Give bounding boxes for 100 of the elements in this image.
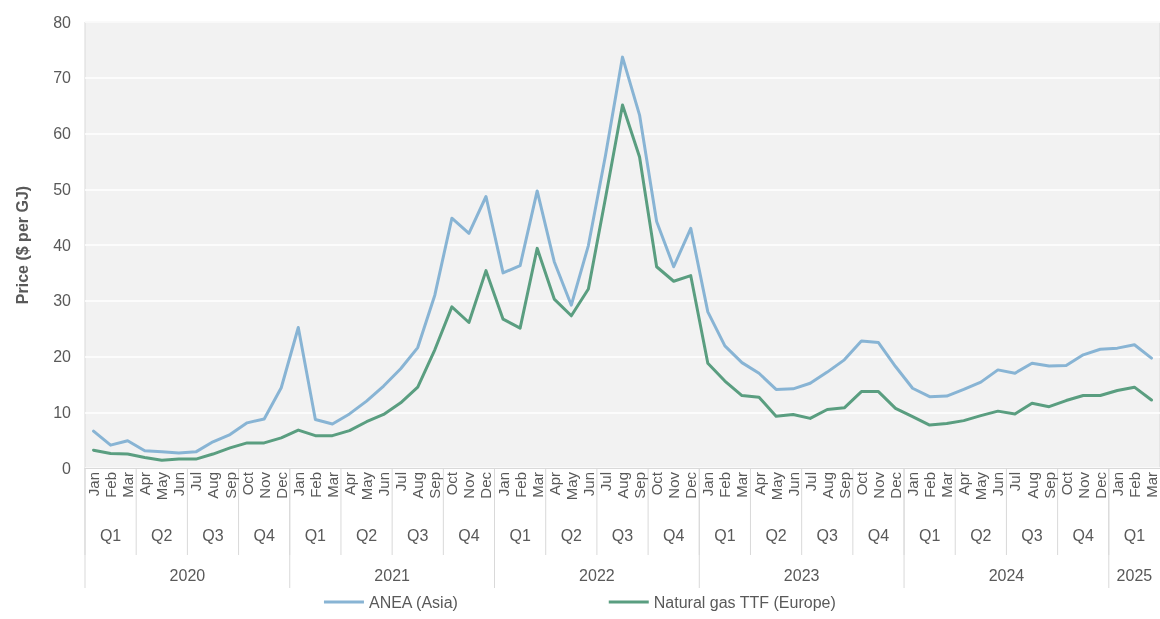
- legend-label: Natural gas TTF (Europe): [653, 593, 836, 611]
- x-tick-label: May: [153, 471, 171, 501]
- text: Q1: [509, 526, 531, 544]
- y-tick-label: 30: [53, 292, 72, 310]
- text: Q3: [611, 526, 634, 544]
- text: 2020: [169, 566, 206, 584]
- y-tick-label: 10: [53, 403, 72, 421]
- x-tick-label: May: [972, 471, 990, 501]
- text: Q2: [765, 526, 787, 544]
- x-tick-label: Aug: [614, 472, 631, 499]
- x-tick-label: Jan: [1108, 472, 1126, 497]
- x-tick-label: Feb: [921, 472, 939, 498]
- x-tick-label: Jan: [904, 472, 922, 497]
- text: Q1: [1123, 526, 1146, 544]
- x-tick-label: Dec: [682, 471, 700, 499]
- x-tick-label: Jul: [596, 472, 614, 492]
- x-tick-label: Apr: [545, 472, 563, 496]
- text: Q2: [151, 526, 173, 544]
- x-tick-label: Nov: [869, 471, 887, 499]
- y-tick-label: 50: [53, 180, 72, 198]
- text: Q3: [407, 526, 429, 544]
- x-tick-label: Jan: [699, 472, 717, 497]
- x-tick-label: Nov: [255, 471, 273, 499]
- x-tick-label: Mar: [323, 472, 341, 498]
- x-tick-label: Sep: [1040, 472, 1058, 499]
- text: 2025: [1116, 566, 1153, 584]
- x-tick-label: Apr: [750, 472, 768, 496]
- x-tick-label: May: [562, 471, 580, 501]
- x-tick-label: Jun: [579, 472, 597, 497]
- text: Q1: [714, 526, 736, 544]
- x-tick-label: Feb: [306, 472, 324, 498]
- legend-label: ANEA (Asia): [368, 593, 458, 611]
- x-tick-label: Jun: [784, 472, 802, 497]
- y-tick-label: 80: [53, 13, 72, 31]
- x-tick-label: Aug: [1023, 472, 1041, 499]
- x-tick-label: May: [358, 471, 376, 501]
- text: Q2: [970, 526, 992, 544]
- text: 2022: [579, 566, 615, 584]
- x-tick-label: Jul: [1006, 472, 1024, 492]
- x-tick-label: Nov: [665, 471, 683, 499]
- x-tick-label: Feb: [1125, 472, 1143, 498]
- x-tick-label: Feb: [511, 472, 529, 498]
- text: Q1: [304, 526, 327, 544]
- x-tick-label: Sep: [835, 472, 853, 499]
- text: 2024: [988, 566, 1025, 584]
- x-tick-label: Jan: [494, 472, 512, 497]
- x-tick-label: Apr: [955, 472, 973, 496]
- x-tick-label: Aug: [818, 472, 836, 499]
- y-tick-label: 60: [53, 125, 72, 142]
- x-tick-label: Jul: [187, 472, 205, 492]
- x-tick-label: Jan: [289, 472, 307, 497]
- x-tick-label: Sep: [426, 472, 444, 499]
- text: Q4: [1072, 526, 1094, 544]
- y-tick-label: 20: [53, 348, 72, 365]
- x-tick-label: Jun: [375, 472, 393, 497]
- y-tick-label: 70: [53, 69, 72, 87]
- x-tick-label: Feb: [102, 472, 120, 498]
- x-tick-label: Oct: [443, 471, 461, 496]
- text: Q3: [202, 526, 224, 544]
- text: 2023: [783, 566, 820, 584]
- y-tick-label: 0: [62, 459, 72, 477]
- text: Q4: [663, 526, 685, 544]
- x-tick-label: Oct: [852, 471, 870, 496]
- text: Q4: [253, 526, 275, 544]
- x-tick-label: Mar: [938, 472, 956, 498]
- x-tick-label: Jun: [170, 472, 188, 497]
- x-tick-label: Aug: [204, 472, 222, 499]
- x-tick-label: Mar: [119, 472, 137, 498]
- x-tick-label: Nov: [460, 471, 478, 499]
- x-tick-label: Oct: [648, 471, 666, 496]
- x-tick-label: Jul: [392, 472, 410, 492]
- text: Q4: [458, 526, 480, 544]
- x-tick-label: Jan: [85, 472, 103, 497]
- x-tick-label: Oct: [238, 471, 256, 496]
- x-tick-label: Apr: [136, 472, 154, 496]
- x-tick-label: Dec: [272, 471, 290, 499]
- x-tick-label: Jul: [801, 472, 819, 492]
- x-tick-label: Oct: [1057, 471, 1075, 496]
- text: Q3: [1021, 526, 1043, 544]
- text: Q1: [918, 526, 941, 544]
- x-tick-label: Dec: [887, 471, 905, 499]
- x-tick-label: Sep: [221, 472, 239, 499]
- text: Q2: [355, 526, 378, 544]
- text: 2021: [374, 566, 411, 584]
- x-tick-label: Mar: [528, 472, 546, 498]
- y-axis-title: Price ($ per GJ): [13, 185, 31, 305]
- x-tick-label: Dec: [477, 471, 495, 499]
- x-tick-label: Sep: [631, 472, 649, 499]
- x-tick-label: Feb: [716, 472, 734, 498]
- x-tick-label: Apr: [340, 472, 358, 496]
- x-tick-label: Mar: [1142, 472, 1160, 498]
- x-tick-label: Jun: [989, 472, 1007, 497]
- x-tick-label: Dec: [1091, 471, 1109, 499]
- text: Q4: [867, 526, 890, 544]
- y-tick-label: 40: [53, 236, 72, 254]
- text: Q1: [99, 526, 122, 544]
- x-tick-label: Aug: [409, 472, 427, 499]
- x-tick-label: May: [767, 471, 785, 501]
- x-tick-label: Mar: [733, 472, 751, 498]
- text: Q2: [560, 526, 583, 544]
